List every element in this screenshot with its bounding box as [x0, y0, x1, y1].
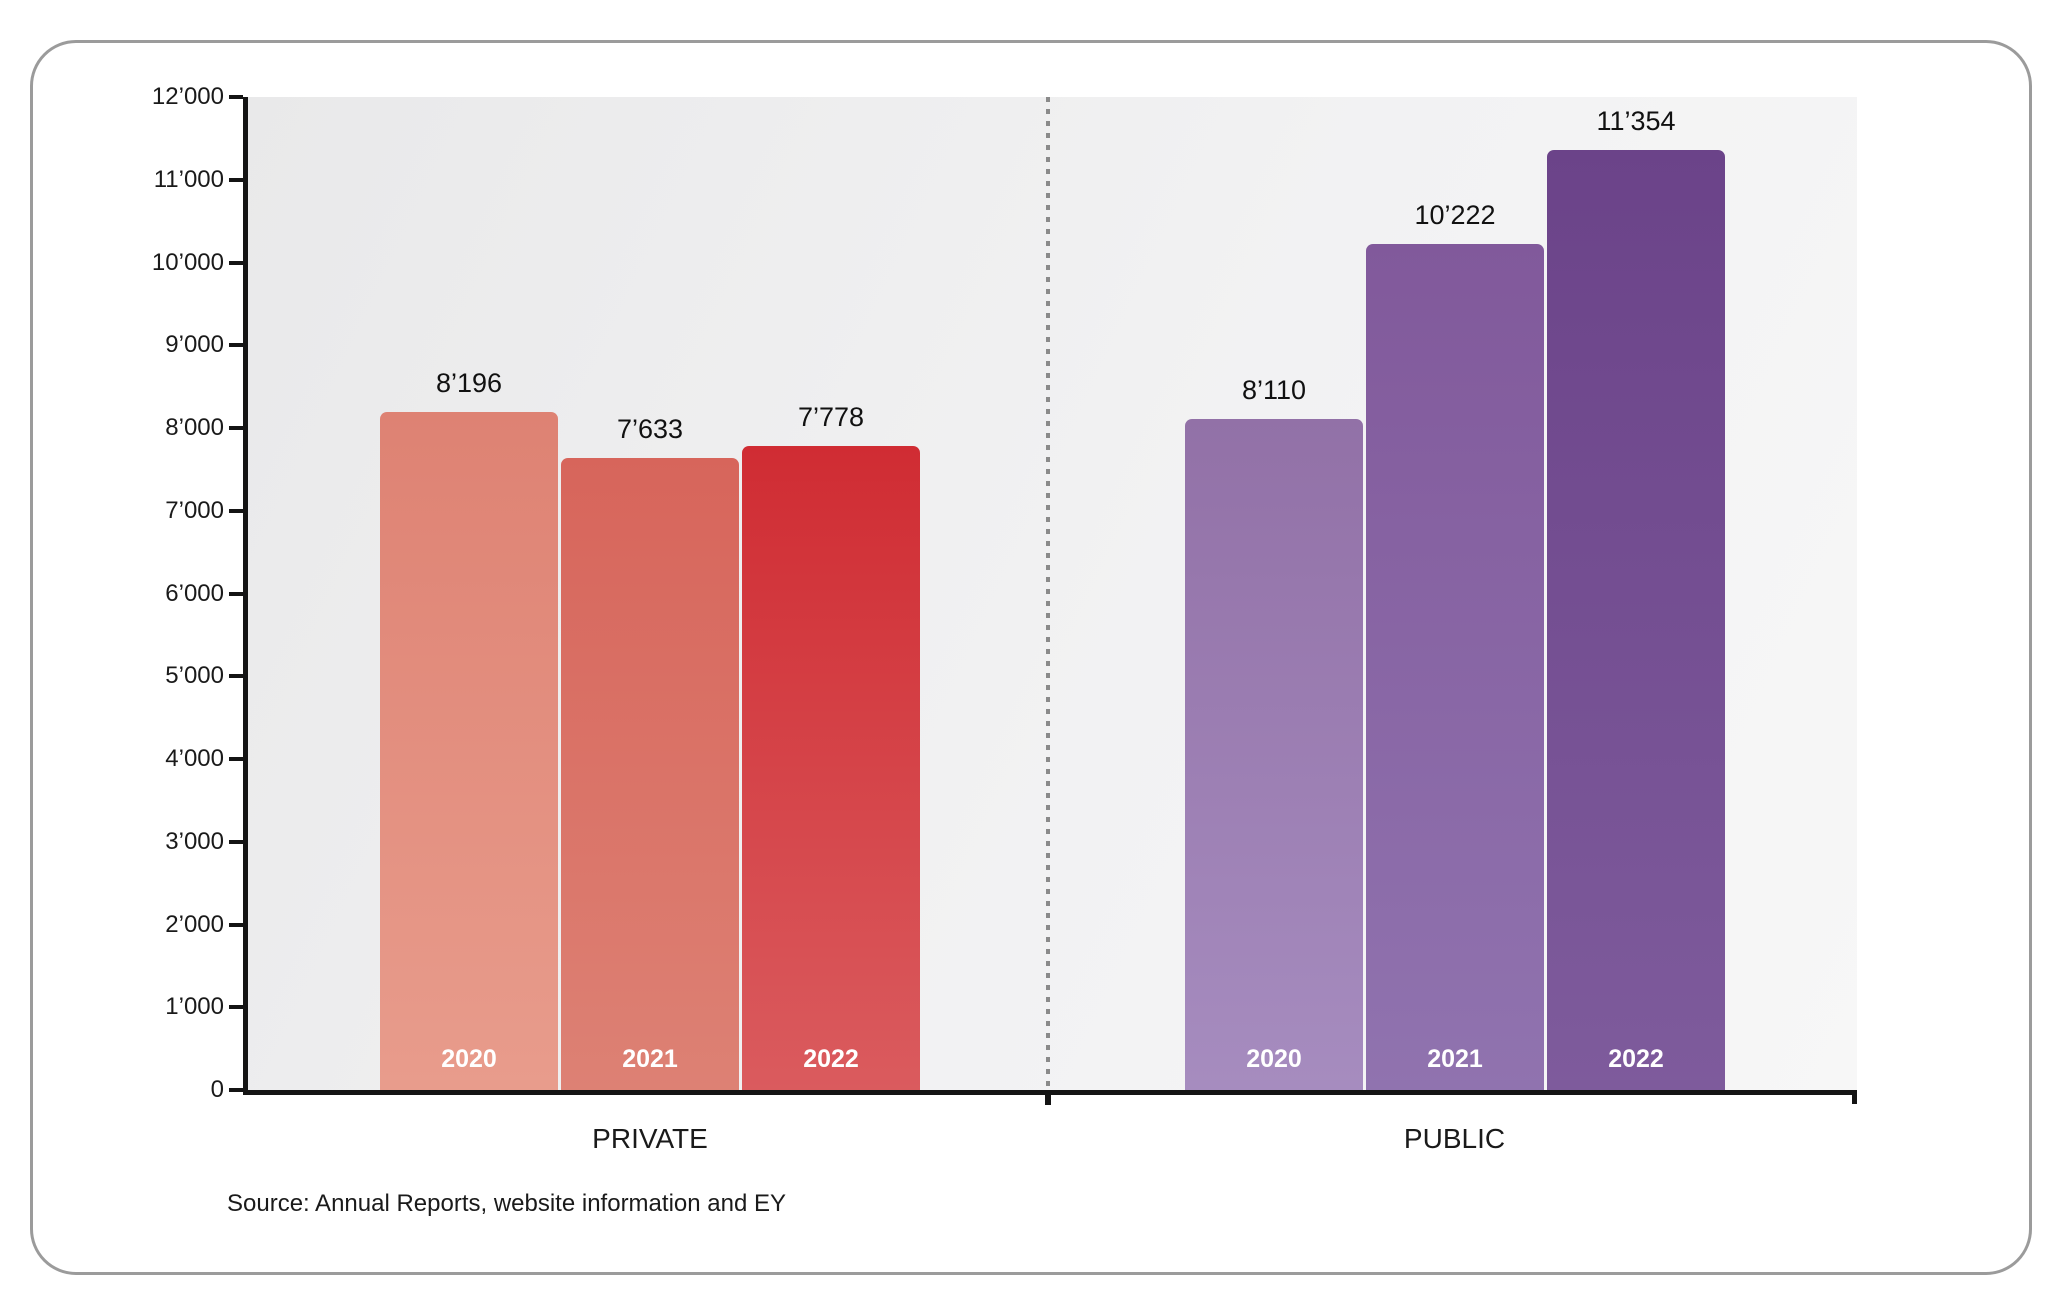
- y-tick-mark: [229, 923, 243, 927]
- group-divider-dashed-line: [1046, 97, 1050, 1090]
- y-tick-label: 8’000: [165, 414, 224, 441]
- y-tick-label: 1’000: [165, 993, 224, 1020]
- bar-public-2022: [1547, 150, 1725, 1090]
- bar-year-label: 2022: [803, 1045, 859, 1073]
- y-tick-mark: [229, 343, 243, 347]
- bar-value-label: 11’354: [1596, 106, 1676, 136]
- bar-value-label: 8’110: [1241, 375, 1307, 405]
- bar-year-label: 2021: [1427, 1045, 1483, 1073]
- y-tick-label: 3’000: [165, 828, 224, 855]
- bar-value-label: 7’633: [616, 414, 684, 444]
- y-tick-label: 12’000: [151, 83, 224, 110]
- group-divider-axis-tick: [1045, 1095, 1051, 1105]
- bar-private-2020: [380, 412, 558, 1090]
- y-tick-mark: [229, 840, 243, 844]
- y-tick-mark: [229, 178, 243, 182]
- y-tick-mark: [229, 757, 243, 761]
- y-axis-line: [243, 97, 248, 1094]
- y-tick-label: 4’000: [165, 745, 224, 772]
- y-tick-label: 10’000: [151, 249, 224, 276]
- y-tick-mark: [229, 426, 243, 430]
- source-text: Source: Annual Reports, website informat…: [227, 1190, 786, 1217]
- y-tick-mark: [229, 1005, 243, 1009]
- bar-year-label: 2021: [622, 1045, 678, 1073]
- y-tick-mark: [229, 261, 243, 265]
- x-axis-end-tick: [1852, 1090, 1857, 1104]
- bar-year-label: 2022: [1608, 1045, 1664, 1073]
- bar-private-2021: [561, 458, 739, 1090]
- group-label-public: PUBLIC: [1403, 1123, 1506, 1154]
- y-tick-mark: [229, 509, 243, 513]
- y-tick-label: 0: [210, 1076, 224, 1103]
- y-tick-label: 6’000: [165, 580, 224, 607]
- bar-public-2020: [1185, 419, 1363, 1090]
- y-tick-mark: [229, 674, 243, 678]
- y-tick-mark: [229, 1088, 243, 1092]
- y-tick-label: 5’000: [165, 662, 224, 689]
- plot-area: 8’196 2020 7’633 2021 7’778 2022 8’110 2020 10’2…: [248, 97, 1857, 1090]
- bar-private-2022: [742, 446, 920, 1090]
- y-tick-label: 11’000: [153, 166, 224, 193]
- y-tick-mark: [229, 592, 243, 596]
- group-label-private: PRIVATE: [592, 1123, 708, 1154]
- bar-public-2021: [1366, 244, 1544, 1090]
- x-axis-line: [243, 1090, 1857, 1095]
- y-tick-label: 9’000: [165, 331, 224, 358]
- bar-year-label: 2020: [1246, 1045, 1302, 1073]
- y-tick-mark: [229, 95, 243, 99]
- bar-year-label: 2020: [441, 1045, 497, 1073]
- y-tick-label: 7’000: [165, 497, 224, 524]
- bar-value-label: 7’778: [797, 402, 865, 432]
- bar-value-label: 8’196: [435, 368, 503, 398]
- bar-value-label: 10’222: [1414, 200, 1496, 230]
- y-tick-label: 2’000: [165, 911, 224, 938]
